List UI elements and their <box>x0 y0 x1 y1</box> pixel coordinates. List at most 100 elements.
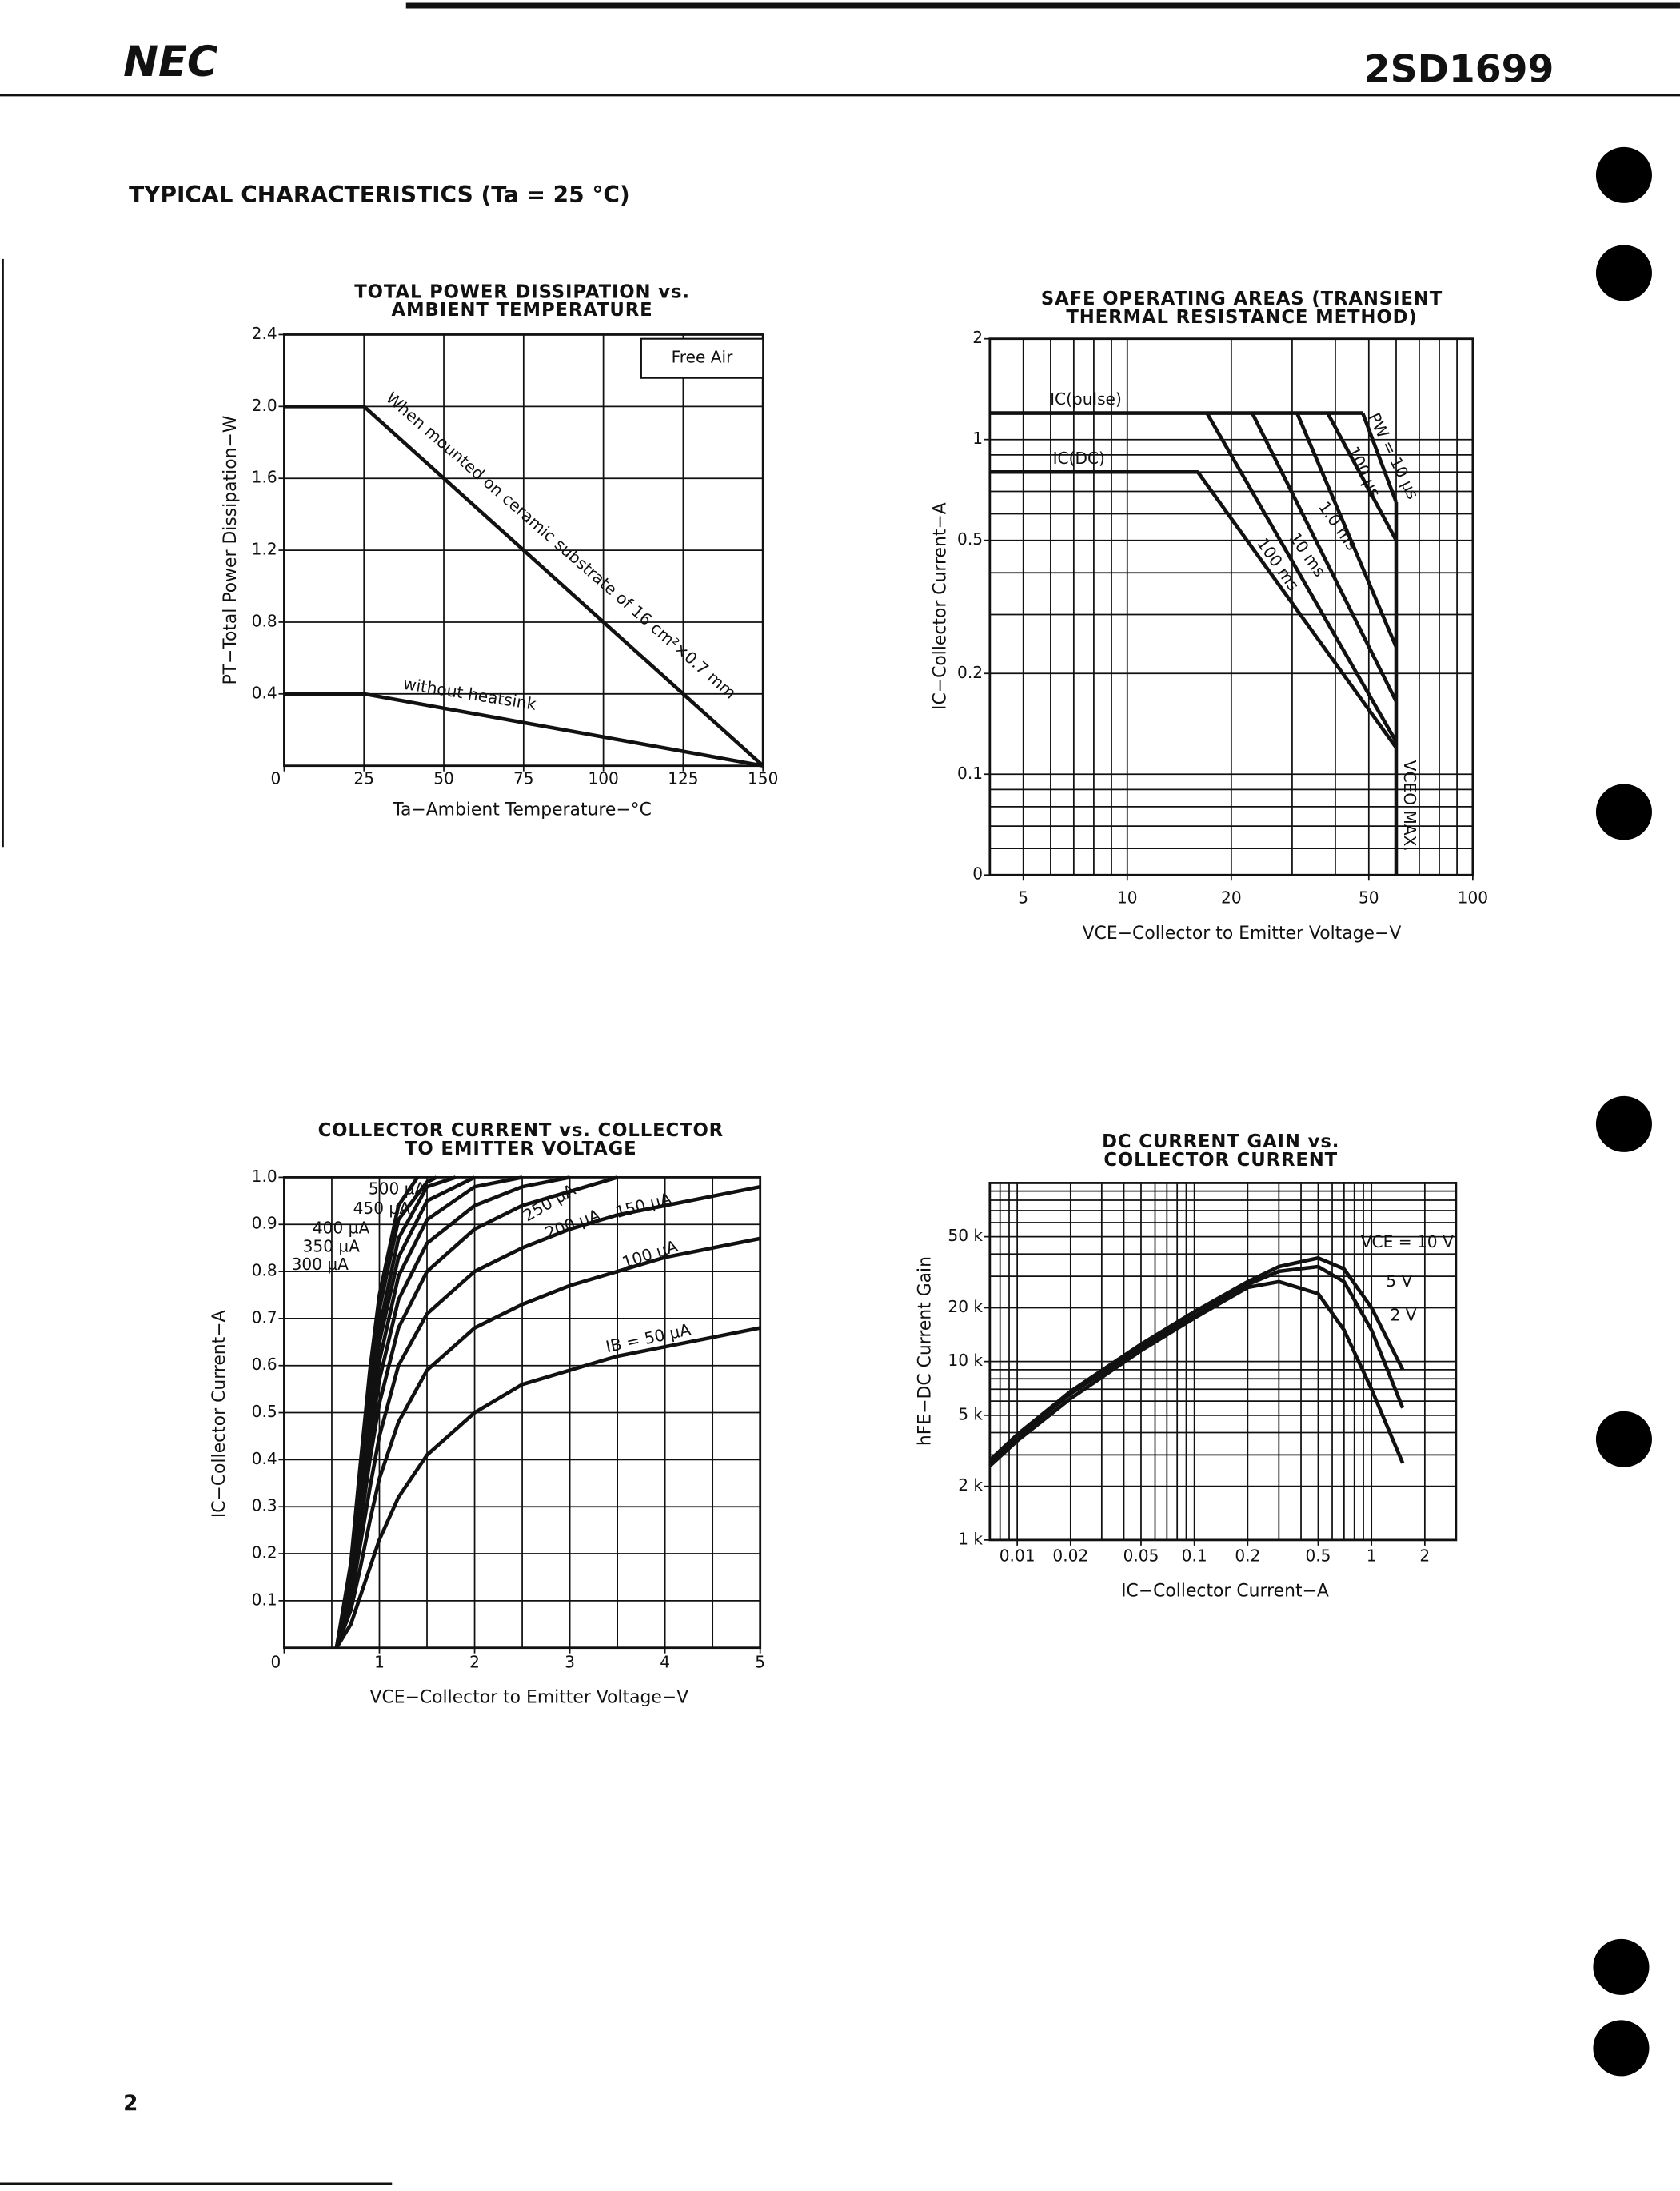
series-label: 300 µA <box>292 1255 349 1274</box>
curve <box>334 1236 761 1649</box>
curve <box>284 405 764 768</box>
x-tick-label: 0.5 <box>1305 1546 1331 1565</box>
x-axis-label: VCE−Collector to Emitter Voltage−V <box>370 1688 689 1708</box>
y-tick-label: 2.0 <box>252 396 277 415</box>
note-box <box>640 337 764 379</box>
x-tick-label: 3 <box>565 1652 575 1671</box>
x-tick-label: 2 <box>1419 1546 1430 1565</box>
x-tick-label: 5 <box>755 1652 765 1671</box>
chart-title: TOTAL POWER DISSIPATION vs. <box>354 281 690 302</box>
y-tick-label: 5 k <box>958 1404 983 1423</box>
x-tick-label: 2 <box>469 1652 480 1671</box>
page-number: 2 <box>123 2092 138 2116</box>
punch-holes <box>1593 146 1652 2077</box>
curve <box>1205 412 1398 743</box>
plot-frame <box>988 337 1474 876</box>
x-tick-label: 50 <box>433 769 454 788</box>
series-label: IC(DC) <box>1053 449 1105 468</box>
section-title: TYPICAL CHARACTERISTICS (Ta = 25 °C) <box>129 182 630 208</box>
series-label: IC(pulse) <box>1050 389 1122 409</box>
x-axis-label: Ta−Ambient Temperature−°C <box>392 800 652 820</box>
y-axis-label: PT−Total Power Dissipation−W <box>221 416 241 685</box>
series-label: VCEO MAX. <box>1400 760 1419 852</box>
y-tick-label: 0.2 <box>957 663 983 682</box>
y-tick-label: 0.5 <box>252 1402 277 1421</box>
x-tick-label: 100 <box>588 769 618 788</box>
punch-hole <box>1595 146 1652 203</box>
curve <box>988 1264 1405 1465</box>
x-tick-label: 0 <box>271 769 281 788</box>
y-tick-label: 2.4 <box>252 324 277 343</box>
series-label: 2 V <box>1391 1305 1417 1324</box>
chart-title: TO EMITTER VOLTAGE <box>405 1139 637 1159</box>
x-tick-label: 0.2 <box>1235 1546 1260 1565</box>
curve <box>1326 412 1399 541</box>
x-tick-label: 50 <box>1359 888 1379 908</box>
y-tick-label: 50 k <box>948 1226 983 1245</box>
series-label: 5 V <box>1386 1271 1412 1291</box>
chart-title: COLLECTOR CURRENT vs. COLLECTOR <box>318 1120 724 1141</box>
brand: NEC <box>123 38 218 86</box>
y-tick-label: 1.6 <box>252 468 277 487</box>
series-label: VCE = 10 V <box>1361 1232 1454 1251</box>
curve <box>989 469 1398 749</box>
x-tick-label: 75 <box>513 769 534 788</box>
y-tick-label: 0.6 <box>252 1355 277 1374</box>
y-tick-label: 0.1 <box>252 1590 277 1609</box>
y-tick-label: 0.4 <box>252 683 277 702</box>
curve <box>334 1184 761 1649</box>
y-axis-label: IC−Collector Current−A <box>931 502 951 710</box>
y-tick-label: 1.2 <box>252 540 277 559</box>
x-tick-label: 0 <box>271 1652 281 1671</box>
chart-title: AMBIENT TEMPERATURE <box>392 300 653 321</box>
series-label: 400 µA <box>313 1219 370 1238</box>
series-label: 500 µA <box>369 1179 426 1199</box>
y-tick-label: 0.4 <box>252 1449 277 1468</box>
x-tick-label: 150 <box>748 769 778 788</box>
punch-hole <box>1595 1096 1652 1152</box>
x-tick-label: 100 <box>1458 888 1488 908</box>
punch-hole <box>1595 245 1652 301</box>
curve <box>1295 412 1399 648</box>
chart-title: SAFE OPERATING AREAS (TRANSIENT <box>1041 289 1443 309</box>
punch-hole <box>1595 784 1652 840</box>
part-number: 2SD1699 <box>1364 47 1554 91</box>
x-tick-label: 10 <box>1117 888 1138 908</box>
y-tick-label: 1 <box>972 429 983 448</box>
chart-title: COLLECTOR CURRENT <box>1103 1150 1338 1171</box>
series-label: 350 µA <box>303 1236 361 1255</box>
x-axis-label: VCE−Collector to Emitter Voltage−V <box>1083 924 1402 944</box>
curve <box>988 1279 1405 1467</box>
x-tick-label: 25 <box>353 769 374 788</box>
y-tick-label: 0.7 <box>252 1307 277 1327</box>
punch-hole <box>1593 2020 1650 2077</box>
y-tick-label: 1.0 <box>252 1167 277 1186</box>
punch-hole <box>1595 1411 1652 1467</box>
x-tick-label: 1 <box>1367 1546 1377 1565</box>
x-tick-label: 20 <box>1221 888 1242 908</box>
y-tick-label: 0.5 <box>957 529 983 549</box>
x-tick-label: 0.02 <box>1052 1546 1088 1565</box>
x-tick-label: 125 <box>668 769 698 788</box>
y-tick-label: 0.3 <box>252 1496 277 1515</box>
y-tick-label: 0.9 <box>252 1214 277 1233</box>
x-tick-label: 5 <box>1018 888 1028 908</box>
y-tick-label: 1 k <box>958 1529 983 1548</box>
x-axis-label: IC−Collector Current−A <box>1121 1582 1329 1602</box>
curve <box>334 1326 761 1649</box>
x-tick-label: 0.1 <box>1182 1546 1207 1565</box>
curve <box>1361 412 1399 503</box>
y-tick-label: 2 <box>972 328 983 347</box>
curve <box>334 1176 419 1649</box>
y-tick-label: 0.1 <box>957 764 983 783</box>
y-axis-label: IC−Collector Current−A <box>210 1310 229 1518</box>
y-tick-label: 0.2 <box>252 1543 277 1562</box>
note: Free Air <box>672 348 733 367</box>
chart-title: DC CURRENT GAIN vs. <box>1102 1131 1339 1152</box>
y-tick-label: 0.8 <box>252 1261 277 1280</box>
curve <box>1251 412 1399 703</box>
x-tick-label: 4 <box>660 1652 670 1671</box>
x-tick-label: 1 <box>374 1652 385 1671</box>
